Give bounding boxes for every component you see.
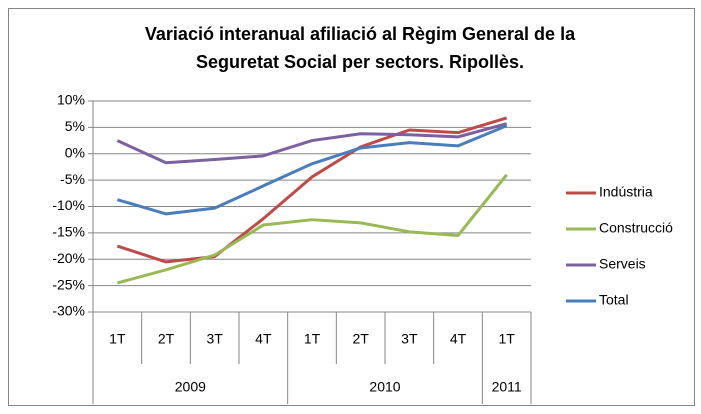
series-line	[116, 173, 508, 285]
y-tick-label: -20%	[52, 250, 85, 266]
x-tick-label: 4T	[450, 331, 467, 347]
series-line	[116, 122, 508, 165]
x-tick-label: 3T	[401, 331, 418, 347]
y-tick-label: -5%	[60, 171, 85, 187]
chart-title: Seguretat Social per sectors. Ripollès.	[196, 52, 524, 72]
y-tick-label: -30%	[52, 303, 85, 319]
legend-label: Total	[599, 292, 629, 308]
series-line	[116, 116, 508, 264]
series-line	[116, 124, 508, 216]
y-tick-label: -15%	[52, 224, 85, 240]
chart-title: Variació interanual afiliació al Règim G…	[145, 24, 576, 44]
y-tick-label: 5%	[65, 118, 85, 134]
legend-label: Serveis	[599, 256, 646, 272]
x-group-label: 2010	[369, 379, 400, 395]
y-tick-label: -10%	[52, 197, 85, 213]
x-tick-label: 2T	[352, 331, 369, 347]
x-tick-label: 1T	[304, 331, 321, 347]
x-group-label: 2011	[492, 379, 522, 395]
x-tick-label: 1T	[109, 331, 126, 347]
x-tick-label: 2T	[158, 331, 175, 347]
legend-label: Indústria	[599, 184, 653, 200]
y-tick-label: -25%	[52, 276, 85, 292]
x-tick-label: 4T	[255, 331, 272, 347]
y-tick-label: 0%	[65, 144, 85, 160]
x-group-label: 2009	[175, 379, 206, 395]
y-tick-label: 10%	[57, 92, 85, 108]
legend-label: Construcció	[599, 220, 673, 236]
x-tick-label: 3T	[206, 331, 223, 347]
x-tick-label: 1T	[498, 331, 515, 347]
